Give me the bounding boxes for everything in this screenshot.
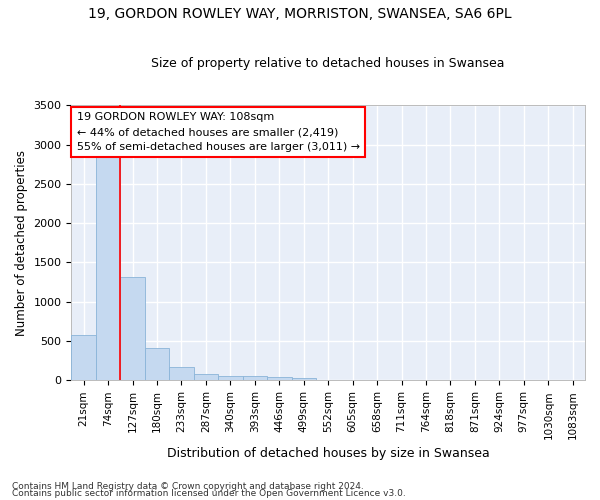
- Text: 19 GORDON ROWLEY WAY: 108sqm
← 44% of detached houses are smaller (2,419)
55% of: 19 GORDON ROWLEY WAY: 108sqm ← 44% of de…: [77, 112, 359, 152]
- Bar: [121, 278, 145, 380]
- Title: Size of property relative to detached houses in Swansea: Size of property relative to detached ho…: [151, 56, 505, 70]
- Bar: [218, 376, 242, 380]
- Bar: [71, 335, 96, 380]
- Bar: [145, 348, 169, 380]
- Bar: [292, 378, 316, 380]
- Bar: [242, 376, 267, 380]
- Text: Contains HM Land Registry data © Crown copyright and database right 2024.: Contains HM Land Registry data © Crown c…: [12, 482, 364, 491]
- Bar: [194, 374, 218, 380]
- Y-axis label: Number of detached properties: Number of detached properties: [15, 150, 28, 336]
- Bar: [267, 377, 292, 380]
- X-axis label: Distribution of detached houses by size in Swansea: Distribution of detached houses by size …: [167, 447, 490, 460]
- Bar: [96, 151, 121, 380]
- Bar: [169, 368, 194, 380]
- Text: Contains public sector information licensed under the Open Government Licence v3: Contains public sector information licen…: [12, 489, 406, 498]
- Text: 19, GORDON ROWLEY WAY, MORRISTON, SWANSEA, SA6 6PL: 19, GORDON ROWLEY WAY, MORRISTON, SWANSE…: [88, 8, 512, 22]
